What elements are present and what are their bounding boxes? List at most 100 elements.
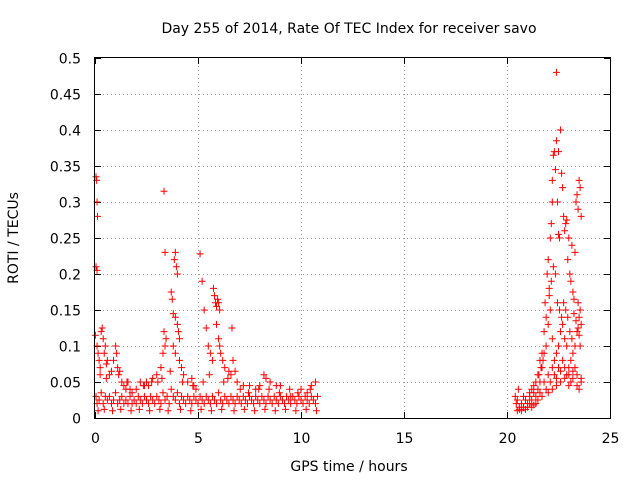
data-point [530,382,538,390]
data-point [160,328,168,336]
data-point [98,324,106,332]
data-point [570,295,578,303]
data-point [541,299,549,307]
data-point [550,356,558,364]
data-point [305,400,313,408]
data-point [569,374,577,382]
data-point [557,126,565,134]
data-point [239,392,247,400]
data-point [572,198,580,206]
data-point [153,371,161,379]
data-point [557,378,565,386]
data-point [169,392,177,400]
data-point [122,396,130,404]
data-point [214,295,222,303]
data-point [275,389,283,397]
data-point [233,378,241,386]
data-point [96,364,104,372]
data-point [513,407,521,415]
data-point [575,176,583,184]
data-point [92,392,100,400]
data-point [542,342,550,350]
data-point [205,371,213,379]
data-point [561,364,569,372]
data-point [112,389,120,397]
data-point [243,400,251,408]
data-point [102,360,110,368]
data-point [561,227,569,235]
data-point [159,349,167,357]
data-point [143,396,150,404]
data-point [571,364,579,372]
data-point [206,349,214,357]
data-point [302,405,310,413]
data-point [189,382,197,390]
data-point [540,328,548,336]
data-point [260,371,268,379]
data-point [175,356,183,364]
data-point [556,306,564,314]
data-point [97,328,105,336]
data-point [278,396,286,404]
data-point [271,407,279,415]
data-point [224,374,232,382]
data-point [519,403,527,411]
data-point [546,306,554,314]
data-point [552,349,560,357]
data-point [187,407,195,415]
data-point [256,382,264,390]
data-point [228,324,236,332]
data-point [225,367,233,375]
data-point [555,148,562,156]
data-point [115,371,123,379]
data-point [293,400,301,408]
data-point [92,263,100,271]
data-point [532,378,540,386]
data-point [576,306,584,314]
data-point [562,220,570,228]
data-point [547,277,555,285]
data-point [154,378,162,386]
data-point [559,184,567,192]
data-point [566,270,574,278]
data-point [118,392,126,400]
data-point [564,256,572,264]
data-point [94,349,102,357]
x-tick-label: 0 [91,431,100,447]
data-point [160,187,168,195]
data-point [213,400,221,408]
data-point [258,392,266,400]
y-tick-label: 0 [72,412,81,428]
data-point [123,378,131,386]
data-point [573,371,581,379]
data-point [173,270,181,278]
data-point [114,364,122,372]
data-point [266,396,274,404]
data-point [299,400,307,408]
data-point [536,389,544,397]
data-point [548,335,556,343]
data-point [526,389,534,397]
data-point [113,349,121,357]
data-point [200,306,208,314]
data-point [94,407,102,415]
data-point [213,302,221,310]
data-point [147,392,155,400]
data-point [540,378,548,386]
data-point [167,385,175,393]
data-point [114,400,122,408]
data-point [99,335,107,343]
data-point [545,284,553,292]
data-point [534,371,542,379]
data-point [208,392,216,400]
data-point [103,396,111,404]
data-point [231,367,239,375]
data-point [514,385,522,393]
data-point [573,382,581,390]
data-point [171,248,179,256]
x-axis-label: GPS time / hours [290,459,407,475]
data-point [552,374,560,382]
data-point [180,396,188,404]
data-point [568,241,576,249]
data-point [549,151,557,159]
